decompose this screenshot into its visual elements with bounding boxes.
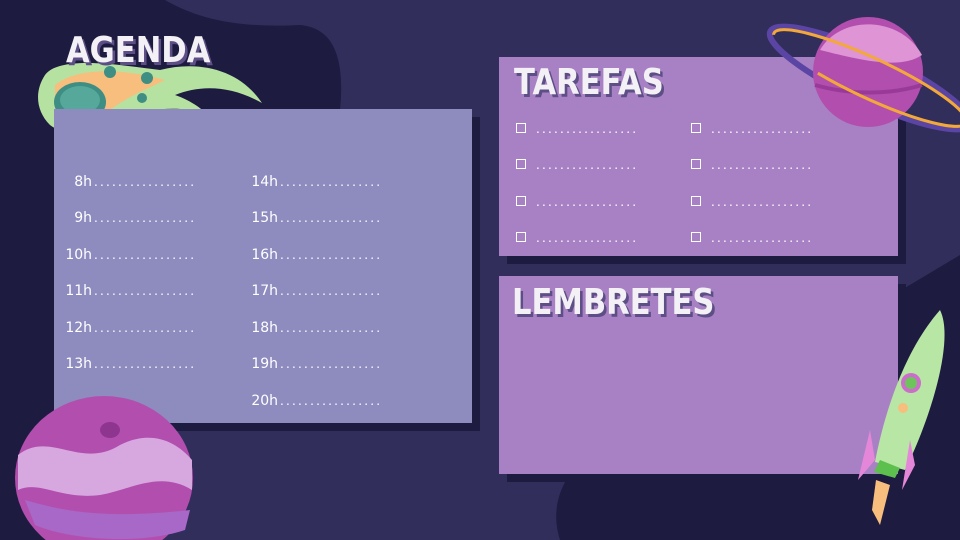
write-line: ................. — [711, 195, 814, 209]
agenda-slot[interactable]: 14h................. — [246, 174, 382, 192]
task-item[interactable]: ................. — [691, 231, 813, 245]
agenda-slot[interactable]: 9h................. — [60, 210, 196, 228]
agenda-slot[interactable]: 18h................. — [246, 320, 382, 338]
write-line: ................. — [94, 175, 197, 189]
agenda-slot[interactable]: 20h................. — [246, 393, 382, 411]
hour-label: 9h — [74, 210, 92, 226]
agenda-slot[interactable]: 17h................. — [246, 283, 382, 301]
hour-label: 16h — [251, 247, 278, 263]
task-item[interactable]: ................. — [516, 195, 638, 209]
task-item[interactable]: ................. — [691, 122, 813, 136]
checkbox-icon[interactable] — [691, 159, 701, 169]
write-line: ................. — [94, 357, 197, 371]
write-line: ................. — [280, 211, 383, 225]
write-line: ................. — [280, 321, 383, 335]
agenda-slot[interactable]: 11h................. — [60, 283, 196, 301]
hour-label: 20h — [251, 393, 278, 409]
hour-label: 8h — [74, 174, 92, 190]
hour-label: 10h — [65, 247, 92, 263]
task-item[interactable]: ................. — [691, 195, 813, 209]
checkbox-icon[interactable] — [516, 232, 526, 242]
write-line: ................. — [536, 158, 639, 172]
agenda-slot[interactable]: 15h................. — [246, 210, 382, 228]
agenda-slot[interactable]: 19h................. — [246, 356, 382, 374]
write-line: ................. — [711, 158, 814, 172]
dark-blob-left — [0, 250, 60, 540]
checkbox-icon[interactable] — [516, 123, 526, 133]
hour-label: 17h — [251, 283, 278, 299]
lembretes-title: LEMBRETES — [512, 282, 715, 323]
hour-label: 15h — [251, 210, 278, 226]
write-line: ................. — [711, 122, 814, 136]
write-line: ................. — [711, 231, 814, 245]
write-line: ................. — [280, 175, 383, 189]
hour-label: 19h — [251, 356, 278, 372]
lembretes-panel[interactable] — [499, 276, 898, 474]
checkbox-icon[interactable] — [691, 196, 701, 206]
write-line: ................. — [536, 231, 639, 245]
agenda-panel — [54, 109, 472, 423]
agenda-slot[interactable]: 12h................. — [60, 320, 196, 338]
write-line: ................. — [94, 284, 197, 298]
write-line: ................. — [280, 248, 383, 262]
write-line: ................. — [94, 248, 197, 262]
write-line: ................. — [536, 122, 639, 136]
tarefas-title: TAREFAS — [514, 62, 664, 103]
agenda-slot[interactable]: 16h................. — [246, 247, 382, 265]
task-item[interactable]: ................. — [516, 231, 638, 245]
hour-label: 14h — [251, 174, 278, 190]
checkbox-icon[interactable] — [516, 159, 526, 169]
write-line: ................. — [280, 394, 383, 408]
write-line: ................. — [94, 321, 197, 335]
agenda-slot[interactable]: 8h................. — [60, 174, 196, 192]
checkbox-icon[interactable] — [691, 123, 701, 133]
agenda-slot[interactable]: 10h................. — [60, 247, 196, 265]
task-item[interactable]: ................. — [516, 158, 638, 172]
task-item[interactable]: ................. — [516, 122, 638, 136]
write-line: ................. — [536, 195, 639, 209]
hour-label: 12h — [65, 320, 92, 336]
hour-label: 11h — [65, 283, 92, 299]
write-line: ................. — [94, 211, 197, 225]
write-line: ................. — [280, 357, 383, 371]
agenda-title: AGENDA — [66, 30, 211, 71]
agenda-slot[interactable]: 13h................. — [60, 356, 196, 374]
hour-label: 18h — [251, 320, 278, 336]
hour-label: 13h — [65, 356, 92, 372]
task-item[interactable]: ................. — [691, 158, 813, 172]
checkbox-icon[interactable] — [516, 196, 526, 206]
checkbox-icon[interactable] — [691, 232, 701, 242]
write-line: ................. — [280, 284, 383, 298]
